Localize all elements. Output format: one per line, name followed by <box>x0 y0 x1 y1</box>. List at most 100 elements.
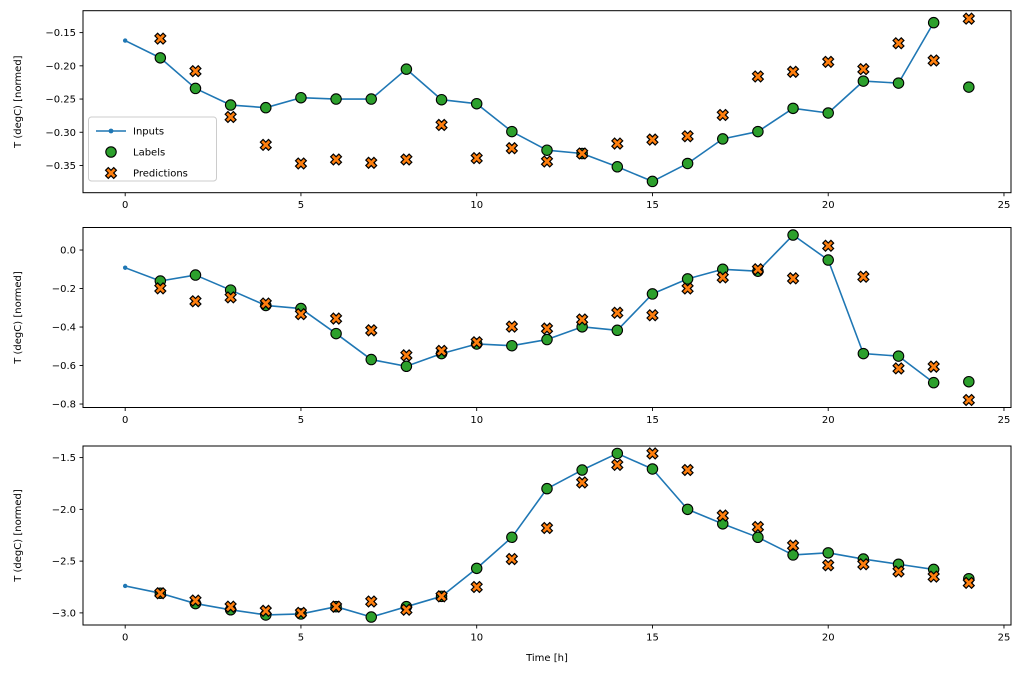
y-axis-label: T (degC) [normed] <box>13 489 24 583</box>
labels-circle-marker <box>857 347 870 360</box>
x-tick-label: 5 <box>298 415 304 426</box>
labels-circle-marker <box>224 99 237 111</box>
labels-circle-marker <box>154 52 167 64</box>
y-tick-label: −0.25 <box>45 95 76 106</box>
labels-circle-marker <box>611 324 624 337</box>
predictions-x-marker <box>294 307 308 321</box>
x-tick-label: 10 <box>470 200 483 211</box>
x-tick-label: 15 <box>646 633 659 644</box>
predictions-x-marker <box>540 155 554 168</box>
labels-circle-marker <box>927 376 940 389</box>
series-predictions <box>154 239 976 407</box>
legend-entry-inputs: Inputs <box>96 127 164 138</box>
labels-circle-marker <box>365 611 377 623</box>
legend-entry-labels: Labels <box>105 146 165 159</box>
predictions-x-marker <box>575 313 589 326</box>
y-tick-label: −0.4 <box>52 323 76 334</box>
predictions-x-marker <box>154 282 167 295</box>
labels-circle-marker <box>646 288 659 300</box>
predictions-x-marker <box>154 32 167 45</box>
predictions-x-marker <box>189 64 202 78</box>
labels-circle-marker <box>752 125 764 138</box>
x-tick-label: 25 <box>998 633 1011 644</box>
predictions-x-marker <box>540 521 554 535</box>
subplot-2: 0 5 10 15 20 25 0.0 −0.2 −0.4 −0.6 −0.8 T (degC) [n… <box>13 227 1012 426</box>
predictions-x-marker <box>786 539 800 552</box>
predictions-x-marker <box>892 36 905 50</box>
labels-circle-marker <box>365 353 377 366</box>
labels-circle-marker <box>963 81 975 93</box>
predictions-x-marker <box>681 129 694 143</box>
labels-circle-marker <box>646 463 659 475</box>
predictions-x-marker <box>189 294 202 308</box>
inputs-dot-marker <box>122 265 128 270</box>
labels-circle-marker <box>822 254 834 266</box>
labels-circle-marker <box>506 339 518 352</box>
labels-circle-marker <box>541 482 553 495</box>
y-tick-label: −0.8 <box>52 400 76 411</box>
predictions-x-marker <box>892 565 905 578</box>
labels-circle-marker <box>822 107 834 119</box>
legend-inputs-dot-icon <box>108 128 114 134</box>
y-tick-label: −3.0 <box>52 608 76 619</box>
predictions-x-marker <box>892 362 905 375</box>
x-tick-label: 25 <box>998 200 1011 211</box>
predictions-x-marker <box>224 291 237 304</box>
x-tick-label: 15 <box>646 415 659 426</box>
subplot-3: 0 5 10 15 20 25 −1.5 −2.0 −2.5 −3.0 T (degC) [norm… <box>13 445 1012 664</box>
y-tick-label: −1.5 <box>52 453 76 464</box>
y-tick-label: −0.20 <box>45 61 76 72</box>
predictions-x-marker <box>294 157 308 170</box>
predictions-x-marker <box>435 590 448 603</box>
x-tick-label: 10 <box>470 415 483 426</box>
labels-circle-marker <box>541 333 553 346</box>
labels-circle-marker <box>506 531 518 544</box>
labels-circle-marker <box>260 101 272 114</box>
predictions-x-marker <box>681 463 694 477</box>
labels-circle-marker <box>752 531 764 544</box>
predictions-x-marker <box>962 576 976 590</box>
predictions-x-marker <box>821 558 835 572</box>
y-tick-label: −0.6 <box>52 361 76 372</box>
legend-box <box>88 116 217 182</box>
y-tick-label: −0.35 <box>45 161 76 172</box>
predictions-x-marker <box>259 297 273 310</box>
predictions-x-marker <box>329 312 343 325</box>
legend: Inputs Labels Predictions <box>88 116 217 182</box>
predictions-x-marker <box>857 557 870 571</box>
predictions-x-marker <box>259 138 273 152</box>
legend-label: Predictions <box>133 169 188 180</box>
subplot-1: 0 5 10 15 20 25 −0.15 −0.20 −0.25 −0.30 −0.35 T (de… <box>13 10 1012 211</box>
y-tick-label: −2.0 <box>52 505 76 516</box>
predictions-x-marker <box>927 570 940 583</box>
predictions-x-marker <box>400 349 413 362</box>
labels-circle-marker <box>787 229 799 241</box>
predictions-x-marker <box>435 344 448 358</box>
predictions-x-marker <box>189 594 202 607</box>
labels-circle-marker <box>857 75 870 87</box>
x-tick-label: 0 <box>122 415 128 426</box>
labels-circle-marker <box>330 327 342 340</box>
predictions-x-marker <box>400 153 413 166</box>
labels-circle-marker <box>365 93 377 105</box>
labels-circle-marker <box>611 447 624 460</box>
legend-entry-predictions: Predictions <box>104 166 188 180</box>
labels-circle-marker <box>646 175 659 188</box>
predictions-x-marker <box>857 270 870 284</box>
labels-circle-marker <box>787 102 799 115</box>
series-predictions <box>154 12 976 170</box>
series-predictions <box>154 447 976 620</box>
axes-frame <box>82 227 1012 408</box>
predictions-x-marker <box>154 586 167 600</box>
y-axis-label: T (degC) [normed] <box>13 271 24 365</box>
legend-x-icon <box>104 166 118 180</box>
predictions-x-marker <box>751 70 765 83</box>
labels-circle-marker <box>927 16 940 29</box>
labels-circle-marker <box>470 97 483 110</box>
predictions-x-marker <box>927 360 940 373</box>
predictions-x-marker <box>751 520 765 534</box>
labels-circle-marker <box>681 503 694 516</box>
predictions-x-marker <box>646 447 659 460</box>
labels-circle-marker <box>892 350 905 362</box>
predictions-x-marker <box>962 12 976 25</box>
